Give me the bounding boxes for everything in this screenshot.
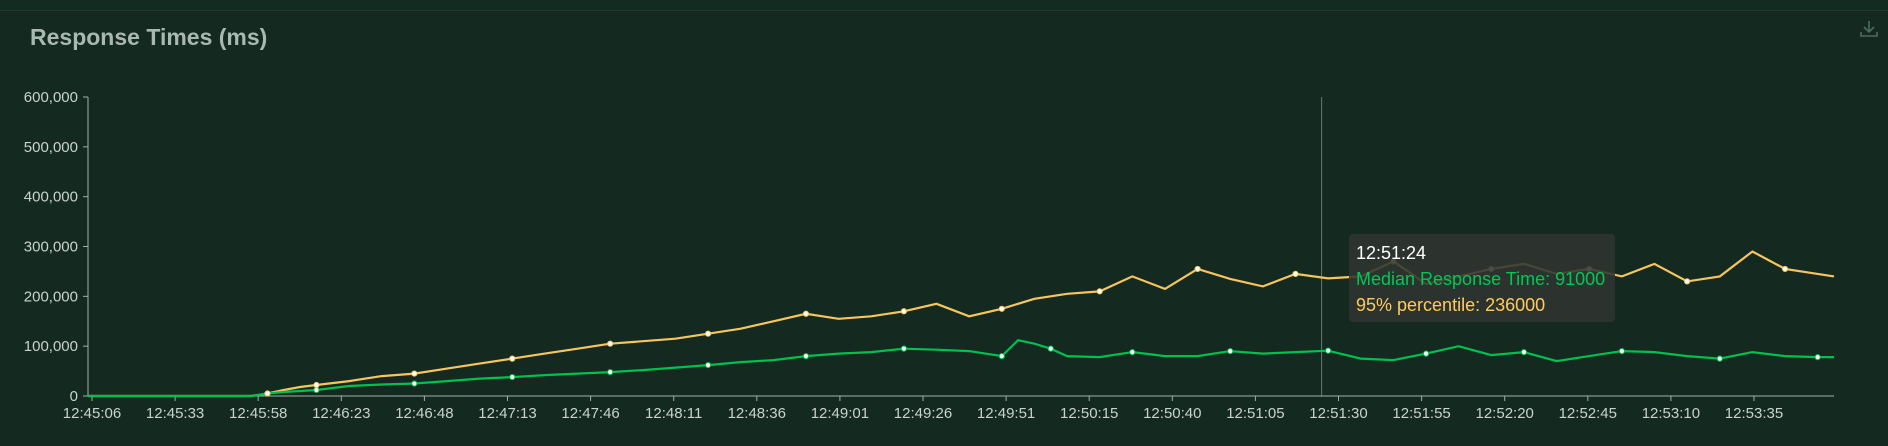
p95-point[interactable] xyxy=(313,381,320,389)
median-point[interactable] xyxy=(704,362,712,369)
p95-point[interactable] xyxy=(1096,288,1103,295)
p95-point[interactable] xyxy=(607,340,614,347)
download-icon[interactable] xyxy=(1858,18,1880,40)
y-tick-label: 500,000 xyxy=(24,139,78,156)
median-point[interactable] xyxy=(1422,350,1430,357)
p95-point[interactable] xyxy=(509,355,516,362)
median-point[interactable] xyxy=(411,380,418,387)
x-tick-label: 12:50:40 xyxy=(1143,405,1201,422)
x-tick-label: 12:49:01 xyxy=(811,405,869,422)
chart-title: Response Times (ms) xyxy=(30,24,268,50)
median-point[interactable] xyxy=(1325,347,1332,354)
p95-point[interactable] xyxy=(1684,278,1691,285)
median-point[interactable] xyxy=(998,353,1005,360)
x-tick-label: 12:51:05 xyxy=(1226,405,1284,422)
median-point[interactable] xyxy=(802,353,810,360)
y-tick-label: 300,000 xyxy=(24,239,78,256)
median-series-line xyxy=(88,339,1834,398)
x-tick-label: 12:49:26 xyxy=(894,405,952,422)
x-tick-label: 12:45:33 xyxy=(146,405,204,422)
median-point[interactable] xyxy=(900,345,907,352)
p95-point[interactable] xyxy=(1292,270,1299,278)
median-point[interactable] xyxy=(1814,354,1821,361)
chart-tooltip: 12:51:24 Median Response Time: 91000 95%… xyxy=(1349,234,1615,322)
x-tick-label: 12:48:36 xyxy=(728,405,786,422)
x-tick-label: 12:52:45 xyxy=(1559,405,1617,422)
p95-point[interactable] xyxy=(900,308,907,315)
x-tick-label: 12:46:23 xyxy=(312,405,370,422)
y-tick-label: 400,000 xyxy=(24,189,78,206)
x-tick-label: 12:50:15 xyxy=(1060,405,1118,422)
median-point[interactable] xyxy=(1618,348,1625,355)
axes-group: 0 100,000 200,000 300,000 400,000 500,000 600,… xyxy=(24,89,1834,422)
x-tick-label: 12:45:06 xyxy=(63,405,121,422)
x-tick-label: 12:47:13 xyxy=(478,405,536,422)
median-point[interactable] xyxy=(1227,348,1234,355)
y-tick-label: 0 xyxy=(70,388,78,405)
tooltip-time: 12:51:24 xyxy=(1356,243,1427,263)
x-tick-label: 12:45:58 xyxy=(229,405,287,422)
x-tick-label: 12:48:11 xyxy=(645,405,702,422)
median-point[interactable] xyxy=(1047,345,1054,352)
p95-point[interactable] xyxy=(411,370,418,377)
median-point[interactable] xyxy=(509,373,516,381)
x-tick-label: 12:46:48 xyxy=(395,405,453,422)
median-point[interactable] xyxy=(313,386,320,394)
p95-point[interactable] xyxy=(1781,265,1789,273)
p95-point[interactable] xyxy=(998,305,1005,312)
x-tick-label: 12:49:51 xyxy=(977,405,1035,422)
p95-point[interactable] xyxy=(1194,265,1201,273)
median-point[interactable] xyxy=(607,368,614,376)
p95-point[interactable] xyxy=(704,330,712,337)
p95-point[interactable] xyxy=(264,390,271,397)
x-tick-label: 12:53:10 xyxy=(1642,405,1700,422)
y-tick-label: 200,000 xyxy=(24,288,78,305)
tooltip-p95: 95% percentile: 236000 xyxy=(1356,295,1546,315)
tooltip-median: Median Response Time: 91000 xyxy=(1356,269,1606,289)
x-tick-label: 12:47:46 xyxy=(561,405,619,422)
p95-point[interactable] xyxy=(802,310,810,317)
panel-body xyxy=(0,10,1888,446)
y-tick-label: 100,000 xyxy=(24,338,78,355)
x-tick-label: 12:51:55 xyxy=(1392,405,1450,422)
y-tick-label: 600,000 xyxy=(24,89,78,106)
x-tick-label: 12:53:35 xyxy=(1725,405,1783,422)
x-tick-label: 12:52:20 xyxy=(1476,405,1534,422)
x-tick-label: 12:51:30 xyxy=(1309,405,1367,422)
median-point[interactable] xyxy=(1520,349,1528,356)
median-point[interactable] xyxy=(1716,355,1723,362)
median-point[interactable] xyxy=(1129,349,1136,356)
